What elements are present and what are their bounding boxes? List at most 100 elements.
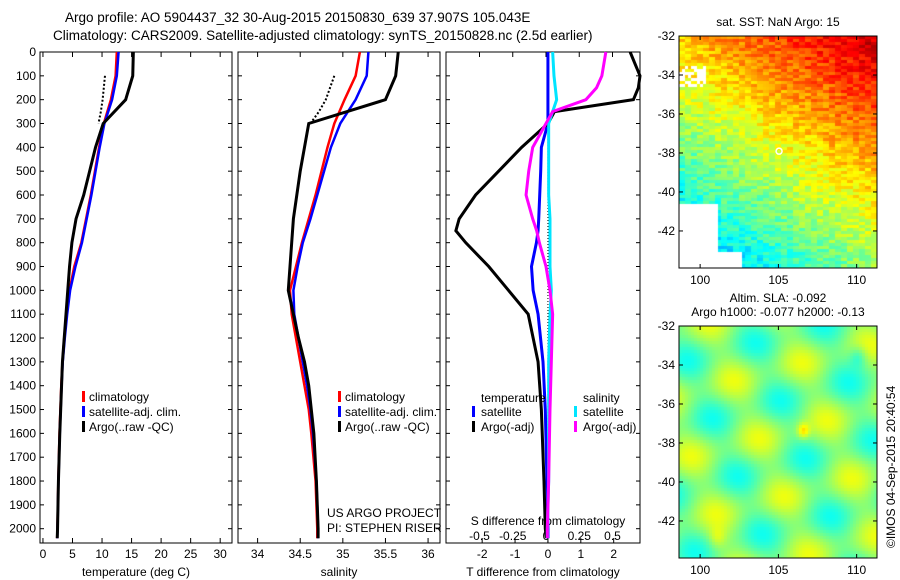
legend-swatch xyxy=(574,421,577,432)
legend-swatch xyxy=(338,406,341,417)
line-s-satellite xyxy=(545,51,559,539)
raw-argo-dotted-line xyxy=(309,75,336,125)
lat-tick-label: -38 xyxy=(658,146,676,160)
line-s-argo-adj- xyxy=(524,51,608,539)
x-tick-label: 34.5 xyxy=(289,547,313,561)
t-diff-tick-label: 1 xyxy=(577,547,584,561)
legend-label: climatology xyxy=(345,390,405,404)
lat-tick-label: -32 xyxy=(658,29,676,43)
legend-swatch xyxy=(338,391,341,402)
depth-tick-label: 0 xyxy=(29,45,36,59)
s-diff-tick-label: -0.5 xyxy=(469,529,490,543)
legend-heading: temperature xyxy=(481,391,546,405)
project-annotation: US ARGO PROJECT xyxy=(327,506,442,520)
depth-tick-label: 700 xyxy=(16,212,36,226)
lat-tick-label: -36 xyxy=(658,107,676,121)
sst-map-title: sat. SST: NaN Argo: 15 xyxy=(716,15,840,29)
x-tick-label: 15 xyxy=(125,547,139,561)
salinity-profile-axes-frame xyxy=(237,51,441,544)
x-tick-label: 34 xyxy=(251,547,265,561)
lat-tick-label: -38 xyxy=(658,436,676,450)
sst-heatmap xyxy=(679,36,877,268)
legend-heading: salinity xyxy=(583,391,620,405)
difference-profile-axes-frame xyxy=(445,51,641,544)
lat-tick-label: -32 xyxy=(658,319,676,333)
s-diff-tick-label: 0.25 xyxy=(568,529,592,543)
legend-swatch xyxy=(82,391,85,402)
legend-label: Argo(..raw -QC) xyxy=(89,420,174,434)
legend-label: satellite-adj. clim. xyxy=(89,405,181,419)
depth-tick-label: 2000 xyxy=(9,522,36,536)
x-tick-label: 35 xyxy=(336,547,350,561)
legend-swatch xyxy=(472,421,475,432)
lat-tick-label: -34 xyxy=(658,358,676,372)
lon-tick-label: 105 xyxy=(768,563,788,577)
x-axis-label: salinity xyxy=(321,565,358,579)
lat-tick-label: -42 xyxy=(658,224,676,238)
x-tick-label: 35.5 xyxy=(374,547,398,561)
depth-tick-label: 300 xyxy=(16,117,36,131)
t-diff-tick-label: -1 xyxy=(510,547,521,561)
x-tick-label: 20 xyxy=(154,547,168,561)
depth-tick-label: 500 xyxy=(16,164,36,178)
x-tick-label: 36 xyxy=(421,547,435,561)
temperature-profile-axes-frame xyxy=(39,51,233,544)
legend-label: Argo(-adj) xyxy=(583,420,636,434)
sst-map-frame xyxy=(678,35,878,269)
raw-argo-dotted-line xyxy=(97,75,106,124)
x-tick-label: 30 xyxy=(214,547,228,561)
legend-label: climatology xyxy=(89,390,149,404)
argo-position-marker xyxy=(775,147,783,155)
figure-title-line1: Argo profile: AO 5904437_32 30-Aug-2015 … xyxy=(65,10,531,25)
line-satellite xyxy=(292,51,370,539)
lon-tick-label: 105 xyxy=(768,273,788,287)
depth-tick-label: 1000 xyxy=(9,283,36,297)
line-t-satellite xyxy=(529,52,550,539)
legend-swatch xyxy=(82,421,85,432)
lat-tick-label: -40 xyxy=(658,475,676,489)
lon-tick-label: 110 xyxy=(847,563,866,577)
sla-map-frame xyxy=(678,325,878,559)
lat-tick-label: -36 xyxy=(658,397,676,411)
lon-tick-label: 100 xyxy=(690,273,710,287)
line-argo xyxy=(55,51,135,539)
sla-heatmap xyxy=(679,326,877,558)
lon-tick-label: 110 xyxy=(847,273,866,287)
line-climatology xyxy=(288,51,362,539)
legend-swatch xyxy=(472,406,475,417)
depth-tick-label: 1800 xyxy=(9,474,36,488)
depth-tick-label: 800 xyxy=(16,236,36,250)
lat-tick-label: -34 xyxy=(658,68,676,82)
depth-tick-label: 1100 xyxy=(10,307,36,321)
s-diff-tick-label: -0.25 xyxy=(499,529,527,543)
legend-label: satellite xyxy=(583,405,624,419)
legend-swatch xyxy=(338,421,341,432)
legend-swatch xyxy=(574,406,577,417)
depth-tick-label: 1200 xyxy=(9,331,36,345)
line-t-argo-adj- xyxy=(454,51,642,539)
depth-tick-label: 1500 xyxy=(9,403,36,417)
legend-label: Argo(-adj) xyxy=(481,420,534,434)
project-annotation: PI: STEPHEN RISER xyxy=(327,521,442,535)
x-axis-label: temperature (deg C) xyxy=(82,565,190,579)
t-diff-tick-label: 0 xyxy=(545,547,552,561)
t-diff-axis-label: T difference from climatology xyxy=(466,565,620,579)
depth-tick-label: 200 xyxy=(16,93,36,107)
x-tick-label: 5 xyxy=(69,547,76,561)
depth-tick-label: 900 xyxy=(16,260,36,274)
depth-tick-label: 100 xyxy=(16,69,36,83)
legend-label: satellite-adj. clim. xyxy=(345,405,437,419)
legend-swatch xyxy=(82,406,85,417)
sla-map-title: Altim. SLA: -0.092 xyxy=(730,291,827,305)
depth-tick-label: 1900 xyxy=(9,498,36,512)
figure-title-line2: Climatology: CARS2009. Satellite-adjuste… xyxy=(53,28,593,43)
depth-tick-label: 1300 xyxy=(9,355,36,369)
depth-tick-label: 600 xyxy=(16,188,36,202)
s-diff-tick-label: 0.5 xyxy=(604,529,621,543)
lon-tick-label: 100 xyxy=(690,563,710,577)
x-tick-label: 10 xyxy=(95,547,109,561)
sla-map-subtitle: Argo h1000: -0.077 h2000: -0.13 xyxy=(691,305,865,319)
lat-tick-label: -42 xyxy=(658,514,676,528)
line-argo xyxy=(286,51,400,539)
